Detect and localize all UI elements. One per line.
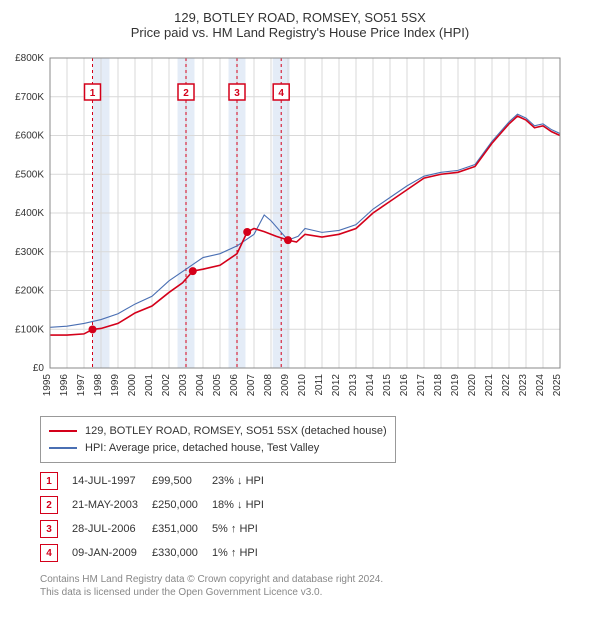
svg-text:2025: 2025 [552, 374, 563, 397]
svg-text:2017: 2017 [416, 374, 427, 397]
svg-text:£0: £0 [33, 363, 45, 374]
legend: 129, BOTLEY ROAD, ROMSEY, SO51 5SX (deta… [40, 416, 396, 463]
footer-line-1: Contains HM Land Registry data © Crown c… [40, 573, 590, 586]
svg-text:2023: 2023 [518, 374, 529, 397]
event-price: £99,500 [152, 469, 212, 493]
svg-text:2009: 2009 [280, 374, 291, 397]
svg-text:3: 3 [234, 88, 240, 99]
title-line-1: 129, BOTLEY ROAD, ROMSEY, SO51 5SX [10, 10, 590, 25]
svg-text:2007: 2007 [246, 374, 257, 397]
event-date: 21-MAY-2003 [72, 493, 152, 517]
svg-text:2000: 2000 [127, 374, 138, 397]
svg-text:1998: 1998 [93, 374, 104, 397]
svg-text:2006: 2006 [229, 374, 240, 397]
footer-line-2: This data is licensed under the Open Gov… [40, 586, 590, 599]
event-delta: 18% ↓ HPI [212, 493, 278, 517]
svg-text:2014: 2014 [365, 374, 376, 397]
svg-text:1: 1 [90, 88, 96, 99]
svg-text:2013: 2013 [348, 374, 359, 397]
event-row: 1 14-JUL-1997£99,50023% ↓ HPI [40, 469, 278, 493]
legend-swatch [49, 447, 77, 449]
svg-text:2008: 2008 [263, 374, 274, 397]
footer-attribution: Contains HM Land Registry data © Crown c… [40, 573, 590, 599]
svg-text:2003: 2003 [178, 374, 189, 397]
svg-text:£700K: £700K [15, 92, 44, 103]
event-price: £351,000 [152, 517, 212, 541]
event-marker: 4 [40, 544, 58, 562]
event-marker: 3 [40, 520, 58, 538]
event-row: 3 28-JUL-2006£351,0005% ↑ HPI [40, 517, 278, 541]
svg-text:£500K: £500K [15, 169, 44, 180]
svg-text:£800K: £800K [15, 53, 44, 64]
svg-text:2004: 2004 [195, 374, 206, 397]
chart-title-block: 129, BOTLEY ROAD, ROMSEY, SO51 5SX Price… [10, 10, 590, 40]
title-line-2: Price paid vs. HM Land Registry's House … [10, 25, 590, 40]
svg-text:1999: 1999 [110, 374, 121, 397]
svg-text:2015: 2015 [382, 374, 393, 397]
svg-text:2016: 2016 [399, 374, 410, 397]
legend-label: HPI: Average price, detached house, Test… [85, 440, 319, 457]
price-chart: £0 £100K £200K £300K £400K £500K £600K £700K £80… [10, 48, 570, 408]
event-row: 2 21-MAY-2003£250,00018% ↓ HPI [40, 493, 278, 517]
svg-text:2020: 2020 [467, 374, 478, 397]
svg-text:2001: 2001 [144, 374, 155, 397]
event-date: 14-JUL-1997 [72, 469, 152, 493]
svg-text:2024: 2024 [535, 374, 546, 397]
legend-row: HPI: Average price, detached house, Test… [49, 440, 387, 457]
legend-swatch [49, 430, 77, 432]
svg-text:£400K: £400K [15, 208, 44, 219]
svg-text:1997: 1997 [76, 374, 87, 397]
svg-text:2002: 2002 [161, 374, 172, 397]
event-row: 4 09-JAN-2009£330,0001% ↑ HPI [40, 541, 278, 565]
event-date: 09-JAN-2009 [72, 541, 152, 565]
svg-text:£600K: £600K [15, 131, 44, 142]
svg-text:2005: 2005 [212, 374, 223, 397]
svg-text:2012: 2012 [331, 374, 342, 397]
svg-text:2022: 2022 [501, 374, 512, 397]
event-delta: 23% ↓ HPI [212, 469, 278, 493]
chart-container: £0 £100K £200K £300K £400K £500K £600K £700K £80… [10, 48, 590, 408]
svg-text:1995: 1995 [42, 374, 53, 397]
svg-text:2011: 2011 [314, 374, 325, 396]
svg-text:£100K: £100K [15, 324, 44, 335]
svg-text:2: 2 [183, 88, 189, 99]
svg-text:2019: 2019 [450, 374, 461, 397]
event-price: £330,000 [152, 541, 212, 565]
svg-text:1996: 1996 [59, 374, 70, 397]
event-price: £250,000 [152, 493, 212, 517]
event-marker: 1 [40, 472, 58, 490]
legend-label: 129, BOTLEY ROAD, ROMSEY, SO51 5SX (deta… [85, 423, 387, 440]
events-table: 1 14-JUL-1997£99,50023% ↓ HPI 2 21-MAY-2003… [40, 469, 278, 565]
svg-text:2010: 2010 [297, 374, 308, 397]
event-date: 28-JUL-2006 [72, 517, 152, 541]
svg-text:4: 4 [278, 88, 284, 99]
svg-text:2021: 2021 [484, 374, 495, 397]
event-delta: 5% ↑ HPI [212, 517, 278, 541]
svg-text:£300K: £300K [15, 247, 44, 258]
svg-text:£200K: £200K [15, 286, 44, 297]
event-marker: 2 [40, 496, 58, 514]
svg-text:2018: 2018 [433, 374, 444, 397]
legend-row: 129, BOTLEY ROAD, ROMSEY, SO51 5SX (deta… [49, 423, 387, 440]
event-delta: 1% ↑ HPI [212, 541, 278, 565]
